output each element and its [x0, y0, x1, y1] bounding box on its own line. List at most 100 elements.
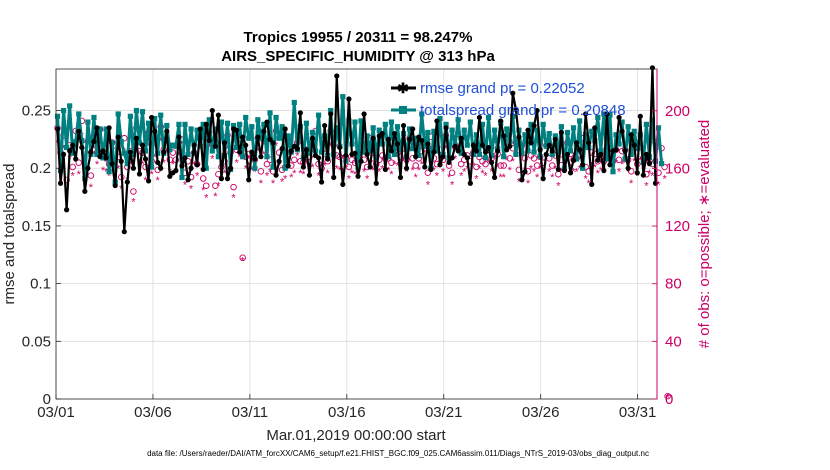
obs-possible-point [661, 163, 668, 171]
rmse-point [194, 162, 200, 168]
totalspread-point [142, 148, 149, 154]
rmse-point [224, 176, 231, 182]
rmse-point [185, 177, 191, 183]
legend-rmse-marker: ✱ [397, 80, 409, 96]
rmse-point [643, 151, 649, 157]
totalspread-point [504, 126, 510, 132]
rmse-point [525, 127, 531, 133]
obs-evaluated-point: * [210, 153, 215, 165]
totalspread-point [179, 174, 185, 181]
rmse-point [334, 73, 340, 79]
obs-evaluated-point: * [77, 169, 82, 181]
rmse-point [394, 141, 401, 147]
rmse-point [519, 177, 525, 183]
rmse-point [546, 142, 552, 148]
series-lines [54, 65, 665, 235]
totalspread-point [70, 150, 76, 156]
obs-evaluated-point: * [587, 178, 592, 190]
totalspread-point [513, 151, 519, 157]
rmse-point [343, 152, 349, 159]
rmse-point [270, 140, 276, 146]
rmse-point [476, 114, 483, 121]
rmse-point [601, 167, 607, 174]
totalspread-point [407, 126, 413, 132]
rmse-point [428, 166, 434, 172]
legend-spread-marker [399, 106, 407, 114]
axis-ticks: 03/01 03/06 03/11 03/16 03/21 03/26 03/31 0 0.05… [22, 69, 690, 421]
obs-evaluated-point: * [213, 191, 218, 203]
rmse-point [243, 142, 249, 148]
obs-evaluated-point: * [404, 166, 409, 178]
y-right-tick-label: 0 [665, 391, 673, 408]
rmse-point [634, 170, 640, 176]
totalspread-point [152, 116, 158, 122]
obs-possible-point [549, 162, 556, 169]
rmse-point [127, 149, 133, 155]
rmse-point [488, 159, 495, 166]
obs-evaluated-point: * [477, 163, 482, 175]
rmse-point [94, 125, 100, 131]
totalspread-point [370, 125, 376, 131]
obs-evaluated-point: * [335, 163, 340, 175]
obs-evaluated-point: * [559, 166, 564, 178]
rmse-point [531, 122, 537, 129]
obs-evaluated-point: * [450, 179, 455, 191]
rmse-point [60, 151, 67, 157]
obs-possible-point [130, 188, 137, 195]
rmse-point [279, 146, 285, 152]
obs-evaluated-point: * [647, 168, 652, 180]
rmse-point [328, 111, 334, 117]
rmse-point [203, 121, 209, 127]
obs-possible-point [482, 160, 489, 168]
rmse-point [303, 147, 310, 153]
rmse-point [370, 135, 376, 141]
rmse-point [179, 163, 185, 169]
rmse-point [516, 134, 522, 140]
rmse-point [510, 90, 516, 96]
y-right-tick-label: 120 [665, 218, 690, 235]
rmse-point [513, 106, 519, 112]
totalspread-point [622, 156, 628, 162]
rmse-point [631, 142, 637, 148]
totalspread-point [218, 119, 225, 125]
x-tick-label: 03/31 [619, 404, 657, 421]
rmse-point [607, 162, 613, 168]
totalspread-point [658, 161, 665, 167]
rmse-point [322, 122, 328, 129]
rmse-line [56, 66, 657, 233]
obs-evaluated-point: * [71, 171, 76, 183]
rmse-point [288, 148, 294, 154]
totalspread-point [394, 124, 401, 130]
rmse-point [173, 167, 179, 174]
obs-evaluated-point: * [292, 168, 297, 180]
obs-evaluated-point: * [389, 169, 394, 181]
totalspread-point [246, 135, 252, 141]
totalspread-point [133, 107, 140, 114]
obs-possible-point [202, 182, 210, 189]
rmse-point [400, 122, 407, 129]
rmse-point [622, 148, 628, 154]
rmse-point [234, 127, 240, 133]
totalspread-point [173, 143, 179, 149]
obs-evaluated-point: * [353, 169, 358, 181]
rmse-point [379, 131, 385, 137]
obs-evaluated-point: * [411, 165, 416, 177]
totalspread-point [619, 119, 625, 125]
obs-evaluated-point: * [556, 181, 561, 193]
footer-datafile: data file: /Users/raeder/DAI/ATM_forcXX/… [147, 449, 649, 458]
totalspread-point [519, 150, 525, 156]
totalspread-point [397, 147, 404, 153]
totalspread-point [573, 156, 580, 162]
rmse-point [152, 128, 158, 134]
rmse-point [100, 148, 106, 154]
obs-evaluated-point: * [617, 166, 622, 178]
rmse-point [221, 140, 228, 146]
obs-evaluated-point: * [377, 166, 382, 178]
totalspread-point [595, 114, 601, 121]
totalspread-point [139, 109, 146, 115]
rmse-point [504, 147, 510, 153]
obs-evaluated-point: * [602, 168, 607, 180]
totalspread-point [103, 126, 109, 132]
x-tick-label: 03/11 [232, 404, 268, 421]
rmse-point [364, 151, 370, 157]
